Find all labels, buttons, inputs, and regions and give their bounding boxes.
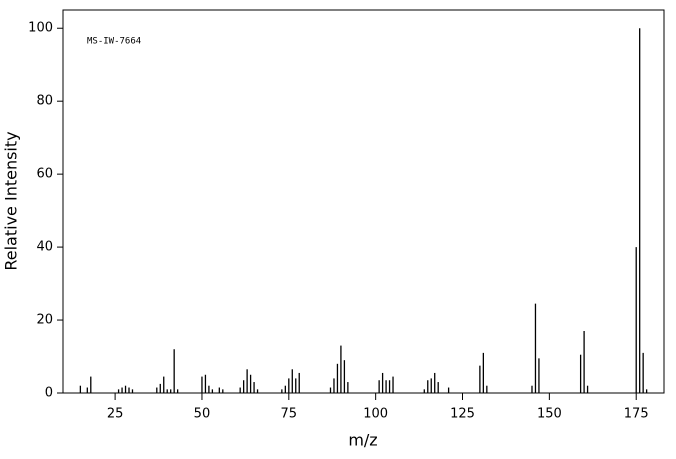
x-tick-label: 100 (363, 407, 388, 422)
y-axis-label: Relative Intensity (2, 131, 21, 270)
plot-frame (62, 9, 665, 394)
y-tick-label: 60 (36, 167, 53, 182)
y-tick-label: 80 (36, 94, 53, 109)
y-tick-label: 40 (36, 240, 53, 255)
x-axis-label: m/z (348, 431, 377, 450)
x-tick-label: 175 (624, 407, 649, 422)
x-tick-label: 125 (450, 407, 475, 422)
x-tick-label: 150 (537, 407, 562, 422)
x-tick-label: 50 (194, 407, 211, 422)
y-tick-label: 100 (28, 21, 53, 36)
annotation: MS-IW-7664 (87, 37, 141, 47)
y-tick-label: 20 (36, 313, 53, 328)
x-tick-label: 25 (107, 407, 124, 422)
x-tick-label: 75 (281, 407, 298, 422)
y-tick-label: 0 (45, 386, 53, 401)
